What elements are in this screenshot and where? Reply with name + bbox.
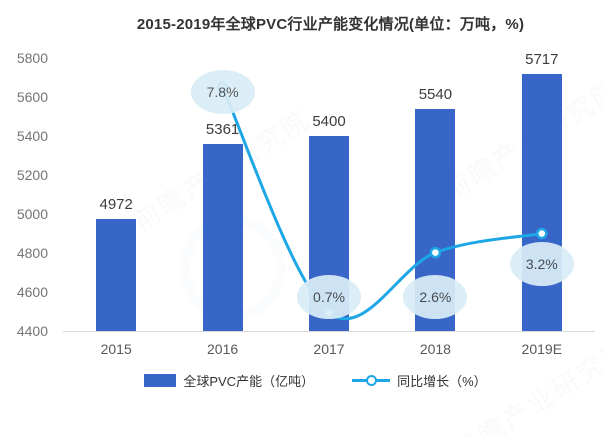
bar-value-label: 5717 bbox=[525, 51, 559, 69]
bar-2016 bbox=[202, 143, 243, 331]
chart-title: 2015-2019年全球PVC行业产能变化情况(单位：万吨，%) bbox=[136, 16, 525, 33]
y-tick-label: 5200 bbox=[16, 167, 48, 183]
y-tick-label: 5000 bbox=[16, 206, 48, 222]
bar-value-label: 4972 bbox=[99, 196, 133, 214]
line-swatch-dot bbox=[366, 375, 378, 386]
legend-item-pvc-capacity: 全球PVC产能（亿吨） bbox=[144, 371, 314, 390]
legend: 全球PVC产能（亿吨） 同比增长（%） bbox=[0, 371, 603, 390]
line-swatch-icon bbox=[352, 375, 391, 386]
legend-item-growth: 同比增长（%） bbox=[352, 371, 487, 390]
bar-swatch-icon bbox=[144, 374, 177, 387]
x-axis-line bbox=[63, 331, 595, 332]
bar-2019E bbox=[521, 74, 562, 331]
x-tick-label: 2016 bbox=[207, 341, 239, 357]
y-tick-label: 4800 bbox=[16, 245, 48, 261]
y-tick-label: 5800 bbox=[16, 50, 48, 66]
y-tick-label: 5600 bbox=[16, 89, 48, 105]
growth-line-path bbox=[221, 86, 544, 321]
legend-label-growth: 同比增长（%） bbox=[397, 374, 487, 389]
growth-label-bubble: 2.6% bbox=[403, 274, 468, 319]
y-tick-label: 5400 bbox=[16, 128, 48, 144]
growth-label-bubble: 3.2% bbox=[509, 241, 574, 286]
growth-label-bubble: 0.7% bbox=[297, 274, 361, 319]
bar-value-label: 5400 bbox=[312, 113, 346, 130]
x-tick-label: 2015 bbox=[100, 341, 132, 357]
x-tick-label: 2017 bbox=[313, 341, 345, 357]
y-tick-label: 4400 bbox=[16, 323, 48, 339]
bar-2015 bbox=[96, 219, 137, 331]
bar-value-label: 5540 bbox=[418, 85, 453, 103]
legend-label-capacity: 全球PVC产能（亿吨） bbox=[183, 374, 315, 389]
bar-value-label: 5361 bbox=[205, 120, 240, 138]
y-tick-label: 4600 bbox=[16, 284, 48, 300]
x-tick-label: 2019E bbox=[521, 341, 563, 357]
growth-label-bubble: 7.8% bbox=[190, 69, 255, 114]
x-tick-label: 2018 bbox=[419, 341, 451, 357]
